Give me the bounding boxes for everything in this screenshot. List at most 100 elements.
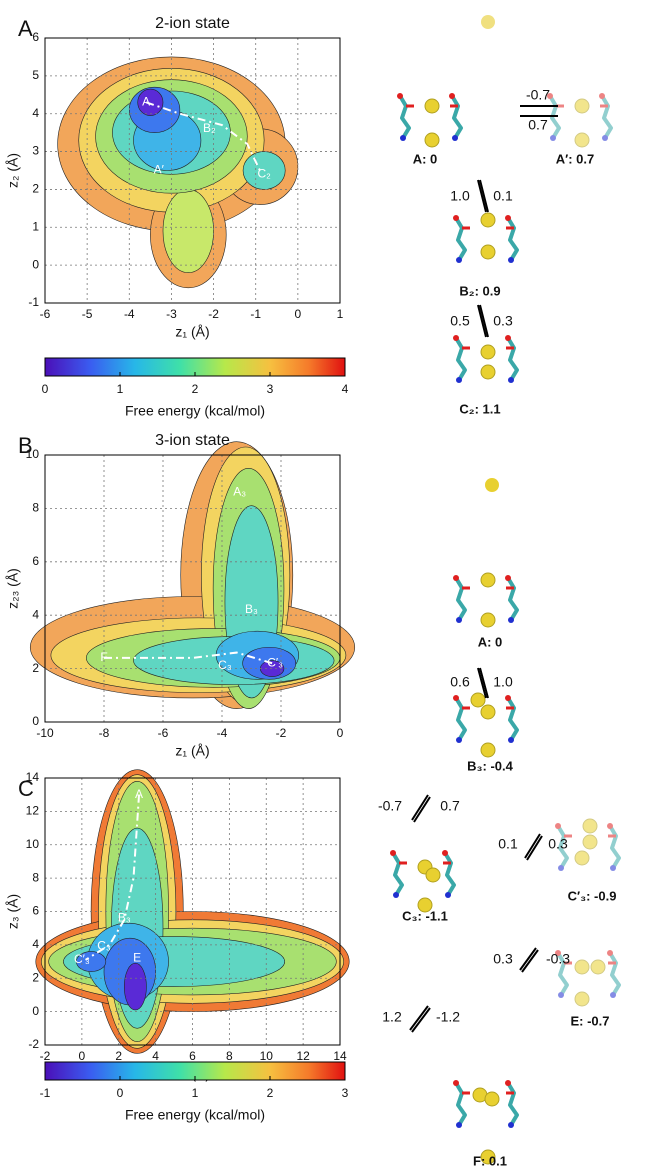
- oxygen: [390, 850, 396, 856]
- y-tick-label: 14: [26, 770, 40, 784]
- map-label: A: [142, 95, 150, 109]
- y-tick-label: 1: [32, 219, 39, 233]
- x-tick-label: -6: [40, 307, 51, 321]
- map-label: B₃: [118, 910, 131, 924]
- map-label: A: [135, 787, 143, 801]
- rate-label: 1.0: [450, 188, 470, 204]
- y-tick-label: 6: [32, 554, 39, 568]
- x-tick-label: 0: [295, 307, 302, 321]
- nitrogen: [558, 865, 564, 871]
- y-tick-label: 10: [26, 447, 40, 461]
- ion: [574, 991, 590, 1007]
- ion: [424, 98, 440, 114]
- residue: [506, 216, 519, 262]
- ion: [480, 704, 496, 720]
- x-axis-label: z₁ (Å): [175, 743, 209, 759]
- nitrogen: [558, 992, 564, 998]
- x-tick-label: -5: [82, 307, 93, 321]
- molecule: [555, 818, 621, 871]
- y-tick-label: -1: [28, 295, 39, 309]
- ion: [480, 612, 496, 628]
- state-label: A: 0: [478, 634, 503, 649]
- ion: [417, 897, 433, 913]
- molecule: [397, 93, 463, 148]
- oxygen: [453, 575, 459, 581]
- molecule: [453, 572, 519, 628]
- nitrogen: [452, 135, 458, 141]
- energy-region: [123, 962, 147, 1011]
- nitrogen: [456, 377, 462, 383]
- y-tick-label: 2: [32, 970, 39, 984]
- ion: [480, 344, 496, 360]
- y-tick-label: 6: [32, 30, 39, 44]
- colorbar-tick-label: 2: [192, 382, 199, 396]
- y-tick-label: 6: [32, 904, 39, 918]
- arrow: [479, 179, 489, 213]
- molecule: [547, 93, 613, 148]
- residue: [391, 851, 404, 897]
- residue: [608, 951, 621, 997]
- residue: [454, 576, 467, 622]
- residue: [454, 696, 467, 742]
- pathway: [145, 101, 261, 171]
- state-label: F: 0.1: [473, 1153, 507, 1168]
- panel-letter: C: [18, 776, 34, 801]
- molecule: [390, 850, 456, 913]
- state-label: E: -0.7: [570, 1013, 609, 1028]
- rate-label: 0.5: [450, 313, 470, 329]
- plot-frame: [44, 37, 341, 304]
- nitrogen: [456, 617, 462, 623]
- ion: [582, 818, 598, 834]
- x-tick-label: -2: [40, 1049, 51, 1063]
- rate-label: -0.7: [378, 798, 402, 814]
- arrow: [524, 833, 541, 859]
- residue: [454, 1081, 467, 1127]
- oxygen: [453, 695, 459, 701]
- molecule: [453, 1080, 519, 1165]
- residue: [454, 216, 467, 262]
- rate-label: 0.3: [548, 836, 568, 852]
- panel-letter: A: [18, 16, 33, 41]
- ion: [481, 15, 495, 29]
- panel-title: 3-ion state: [155, 432, 230, 449]
- y-tick-label: 0: [32, 1004, 39, 1018]
- y-tick-label: 2: [32, 182, 39, 196]
- map-label: A′: [154, 163, 165, 177]
- residue: [506, 576, 519, 622]
- arrow: [479, 667, 489, 699]
- ion: [574, 98, 590, 114]
- rate-label: 0.3: [493, 313, 513, 329]
- colorbar-tick-label: 0: [117, 1086, 124, 1100]
- x-tick-label: 0: [79, 1049, 86, 1063]
- oxygen: [453, 1080, 459, 1086]
- ion: [480, 742, 496, 758]
- oxygen: [397, 93, 403, 99]
- residue: [548, 94, 561, 140]
- x-tick-label: 4: [152, 1049, 159, 1063]
- panel-title: 2-ion state: [155, 15, 230, 32]
- ion: [484, 1091, 500, 1107]
- arrow: [479, 304, 489, 338]
- state-label: B₂: 0.9: [459, 283, 500, 298]
- state-label: C₂: 1.1: [459, 401, 500, 416]
- molecule: [453, 335, 519, 383]
- x-tick-label: -1: [250, 307, 261, 321]
- energy-region: [242, 151, 286, 190]
- ion: [470, 692, 486, 708]
- x-tick-label: 12: [296, 1049, 310, 1063]
- colorbar-tick-label: 0: [42, 382, 49, 396]
- y-tick-label: 3: [32, 144, 39, 158]
- plot-frame: [44, 454, 341, 723]
- oxygen: [449, 93, 455, 99]
- ion: [485, 478, 499, 492]
- energy-region: [137, 88, 164, 116]
- map-label: F: [100, 650, 107, 664]
- oxygen: [547, 93, 553, 99]
- oxygen: [607, 823, 613, 829]
- arrow: [477, 304, 487, 338]
- oxygen: [607, 950, 613, 956]
- state-label: C₃: -1.1: [402, 908, 448, 923]
- nitrogen: [508, 617, 514, 623]
- rate-label: 1.0: [493, 674, 513, 690]
- y-tick-label: 0: [32, 714, 39, 728]
